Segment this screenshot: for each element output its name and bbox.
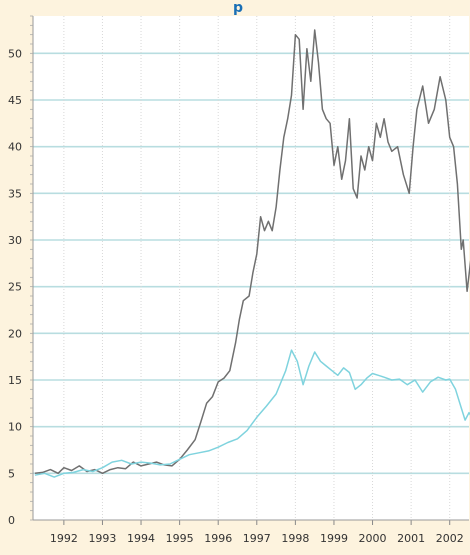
y-tick-label: 0 bbox=[8, 514, 15, 527]
x-tick-label: 1996 bbox=[204, 532, 232, 545]
y-tick-label: 25 bbox=[8, 281, 22, 294]
y-tick-label: 35 bbox=[8, 187, 22, 200]
axes: 0 5 10 15 20 25 30 35 40 45 50 1992 1993 1994 1995 1996… bbox=[8, 15, 469, 545]
y-tick-label: 15 bbox=[8, 374, 22, 387]
x-tick-label: 2001 bbox=[397, 532, 425, 545]
series-line-2 bbox=[34, 349, 470, 478]
x-tick-label: 1992 bbox=[50, 532, 78, 545]
x-tick-label: 2002 bbox=[436, 532, 464, 545]
y-tick-label: 50 bbox=[8, 47, 22, 60]
y-tick-label: 30 bbox=[8, 234, 22, 247]
series-line-1 bbox=[34, 29, 470, 475]
grid bbox=[33, 16, 469, 520]
y-tick-label: 5 bbox=[8, 467, 15, 480]
x-tick-label: 1997 bbox=[243, 532, 271, 545]
x-tick-label: 1999 bbox=[320, 532, 348, 545]
plot-area bbox=[33, 16, 469, 520]
y-tick-label: 20 bbox=[8, 327, 22, 340]
x-tick-label: 1998 bbox=[281, 532, 309, 545]
x-tick-label: 1994 bbox=[127, 532, 155, 545]
y-tick-label: 45 bbox=[8, 94, 22, 107]
series-lines bbox=[34, 29, 470, 478]
x-tick-label: 2000 bbox=[359, 532, 387, 545]
x-tick-label: 1995 bbox=[166, 532, 194, 545]
y-tick-label: 40 bbox=[8, 141, 22, 154]
x-tick-label: 1993 bbox=[88, 532, 116, 545]
y-tick-label: 10 bbox=[8, 421, 22, 434]
chart-title: p bbox=[233, 0, 243, 16]
